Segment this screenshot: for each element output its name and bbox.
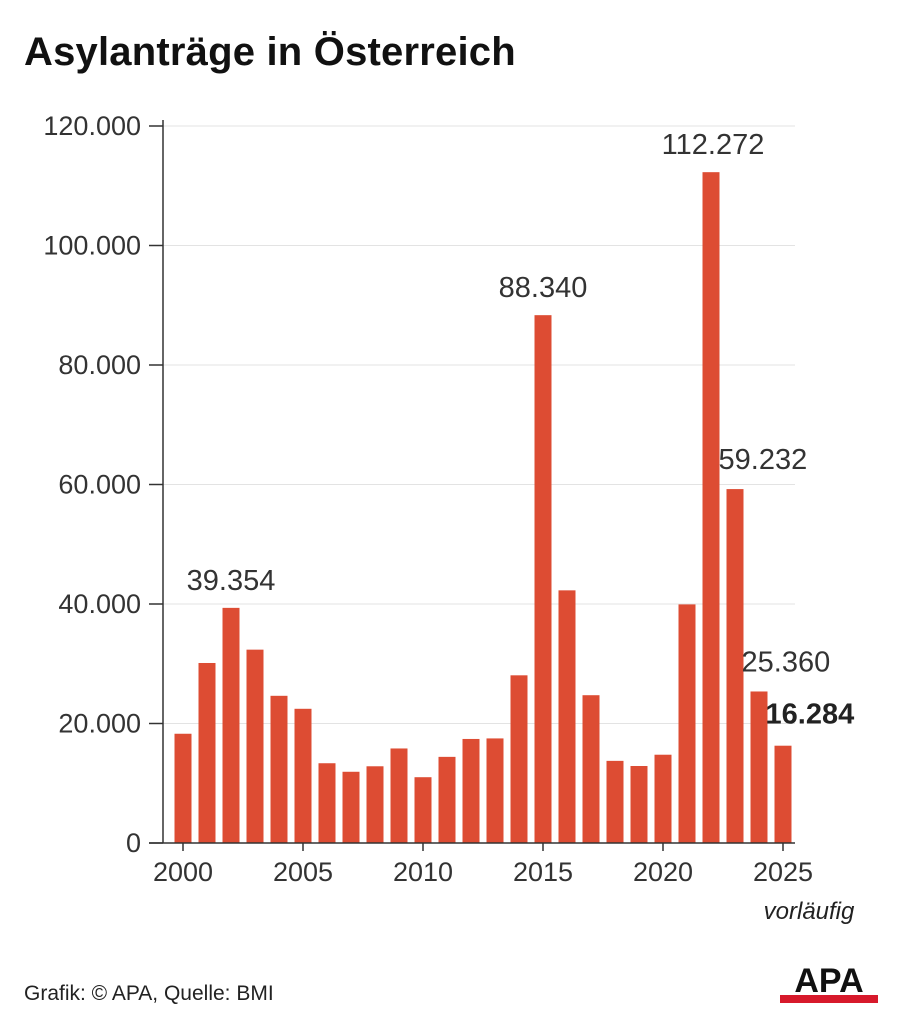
data-labels: 39.354 88.340 112.272 59.232 25.360 16.284 vor… bbox=[187, 129, 855, 925]
bar-2014 bbox=[510, 675, 528, 843]
preliminary-note: vorläufig bbox=[764, 898, 855, 925]
bar-2010 bbox=[414, 777, 432, 843]
y-tick-label: 20.000 bbox=[58, 709, 141, 739]
y-tick-label: 40.000 bbox=[58, 589, 141, 619]
bar-2000 bbox=[174, 733, 192, 843]
y-tick-label: 0 bbox=[126, 828, 141, 858]
bar-2007 bbox=[342, 771, 360, 843]
bar-2013 bbox=[486, 738, 504, 843]
data-label-2022: 112.272 bbox=[662, 129, 765, 161]
x-tick-label: 2015 bbox=[513, 857, 573, 887]
bar-2017 bbox=[582, 695, 600, 843]
bar-2021 bbox=[678, 604, 696, 843]
bars bbox=[174, 172, 792, 844]
apa-logo-text: APA bbox=[794, 962, 863, 1000]
data-label-2025: 16.284 bbox=[766, 699, 855, 731]
bar-2012 bbox=[462, 738, 480, 843]
bar-2005 bbox=[294, 708, 312, 843]
bar-2008 bbox=[366, 766, 384, 843]
y-tick-label: 100.000 bbox=[43, 231, 141, 261]
x-tick-label: 2020 bbox=[633, 857, 693, 887]
x-tick-label: 2010 bbox=[393, 857, 453, 887]
y-tick-label: 60.000 bbox=[58, 470, 141, 500]
x-tick-label: 2000 bbox=[153, 857, 213, 887]
bar-2011 bbox=[438, 756, 456, 843]
bar-2018 bbox=[606, 760, 624, 843]
data-label-2024: 25.360 bbox=[742, 646, 831, 678]
data-label-2023: 59.232 bbox=[719, 444, 808, 476]
apa-logo-bar bbox=[780, 995, 878, 1003]
bar-2004 bbox=[270, 695, 288, 843]
bar-2023 bbox=[726, 489, 744, 843]
x-tick-label: 2025 bbox=[753, 857, 813, 887]
bar-2020 bbox=[654, 754, 672, 843]
source-credit: Grafik: © APA, Quelle: BMI bbox=[24, 982, 274, 1005]
bar-2009 bbox=[390, 748, 408, 843]
bar-2015 bbox=[534, 315, 552, 844]
bar-2003 bbox=[246, 649, 264, 843]
chart-title: Asylanträge in Österreich bbox=[24, 30, 516, 74]
data-label-2015: 88.340 bbox=[499, 272, 588, 304]
x-tick-label: 2005 bbox=[273, 857, 333, 887]
bar-2024 bbox=[750, 691, 768, 843]
bar-2016 bbox=[558, 590, 576, 843]
bar-2025 bbox=[774, 745, 792, 843]
gridlines bbox=[163, 125, 795, 724]
bar-2001 bbox=[198, 662, 216, 843]
apa-logo: APA bbox=[780, 962, 878, 1003]
y-tick-label: 120.000 bbox=[43, 111, 141, 141]
bar-2019 bbox=[630, 766, 648, 843]
bar-2006 bbox=[318, 763, 336, 843]
bar-2002 bbox=[222, 607, 240, 843]
axes: 0 20.000 40.000 60.000 80.000 100.000 120.000 2… bbox=[43, 111, 813, 887]
data-label-2002: 39.354 bbox=[187, 565, 276, 597]
y-tick-label: 80.000 bbox=[58, 350, 141, 380]
bar-2022 bbox=[702, 172, 720, 843]
